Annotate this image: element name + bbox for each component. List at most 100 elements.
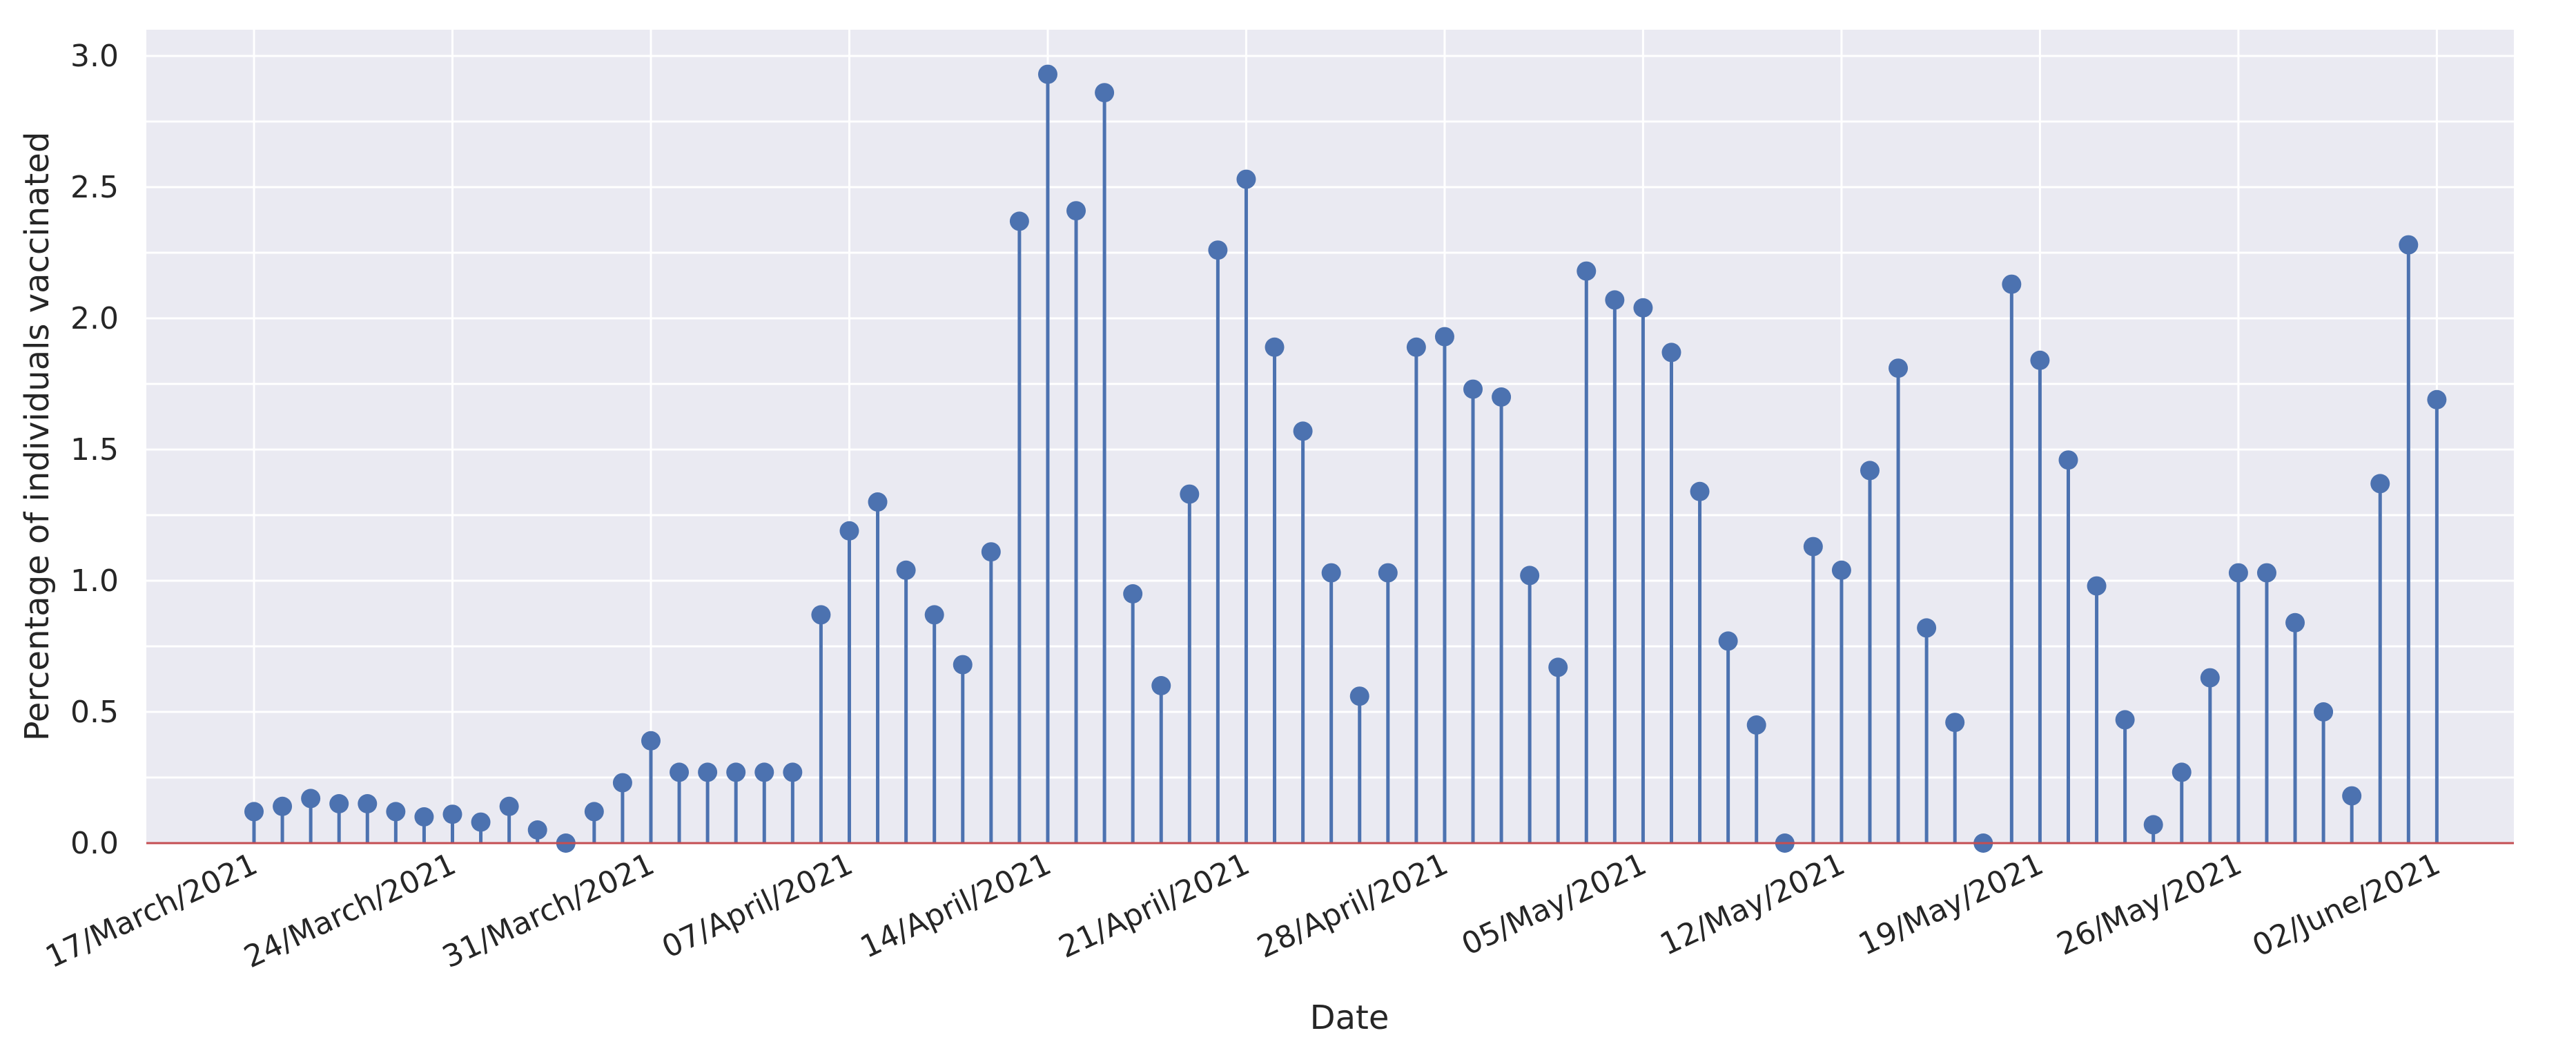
stem-marker xyxy=(2256,563,2276,583)
stem-marker xyxy=(1236,169,1256,189)
stem-marker xyxy=(1434,327,1454,347)
stem-marker xyxy=(698,762,718,782)
stem-marker xyxy=(2115,710,2135,730)
stem-marker xyxy=(924,605,944,625)
stem-marker xyxy=(1293,421,1313,441)
stem-marker xyxy=(301,789,321,809)
stem-marker xyxy=(1095,83,1115,103)
stem-marker xyxy=(641,731,661,751)
stem-marker xyxy=(1009,211,1029,231)
stem-marker xyxy=(2058,450,2078,470)
stem-marker xyxy=(981,542,1001,562)
stem-marker xyxy=(2200,668,2220,688)
x-axis-label: Date xyxy=(1310,998,1389,1037)
stem-marker xyxy=(1037,64,1057,84)
x-tick-label: 26/May/2021 xyxy=(2051,847,2247,963)
stem-marker xyxy=(1889,358,1909,378)
stem-marker xyxy=(1180,484,1200,504)
stem-marker xyxy=(1123,584,1143,604)
y-tick-label: 1.0 xyxy=(70,563,119,599)
stem-marker xyxy=(1208,240,1228,260)
stem-marker xyxy=(2427,389,2447,409)
stem-marker xyxy=(953,655,973,675)
stem-marker xyxy=(273,796,293,816)
x-tick-label: 31/March/2021 xyxy=(437,847,659,975)
stem-marker xyxy=(1463,379,1483,399)
y-axis-label: Percentage of individuals vaccinated xyxy=(18,132,57,742)
stem-marker xyxy=(726,762,746,782)
x-tick-labels: 17/March/202124/March/202131/March/20210… xyxy=(40,847,2446,975)
stem-marker xyxy=(329,794,349,813)
stem-marker xyxy=(499,796,519,816)
x-tick-label: 21/April/2021 xyxy=(1053,847,1255,965)
stem-marker xyxy=(1661,342,1681,363)
stem-marker xyxy=(839,521,859,541)
stem-marker xyxy=(612,773,632,793)
stem-marker xyxy=(244,802,264,822)
stem-marker xyxy=(1831,560,1851,580)
stem-marker xyxy=(1349,686,1369,706)
stem-marker xyxy=(670,762,690,782)
x-tick-label: 14/April/2021 xyxy=(855,847,1057,965)
stem-marker xyxy=(1633,298,1653,318)
stem-marker xyxy=(2143,815,2163,835)
stem-marker xyxy=(1718,631,1738,651)
x-tick-label: 19/May/2021 xyxy=(1853,847,2049,963)
stem-marker xyxy=(414,807,434,827)
stem-marker xyxy=(2342,786,2362,806)
stem-marker xyxy=(783,762,803,782)
stem-marker xyxy=(2087,576,2107,596)
stem-marker xyxy=(1917,618,1937,638)
stem-marker xyxy=(1378,563,1398,583)
stem-marker xyxy=(754,762,774,782)
stem-marker xyxy=(527,820,547,840)
stem-marker xyxy=(471,812,491,832)
x-tick-label: 17/March/2021 xyxy=(40,847,262,975)
x-tick-label: 07/April/2021 xyxy=(656,847,858,965)
y-tick-label: 0.0 xyxy=(70,826,119,861)
stem-marker xyxy=(1690,481,1710,501)
stem-marker xyxy=(1803,537,1823,557)
stem-marker xyxy=(1151,676,1171,695)
stem-marker xyxy=(2228,563,2248,583)
stem-marker xyxy=(442,804,462,824)
stem-marker xyxy=(2285,612,2305,633)
stem-marker xyxy=(868,492,888,512)
x-tick-label: 28/April/2021 xyxy=(1252,847,1454,965)
y-tick-label: 3.0 xyxy=(70,39,119,74)
stem-marker xyxy=(811,605,831,625)
y-tick-label: 2.0 xyxy=(70,301,119,336)
stem-marker xyxy=(1321,563,1341,583)
y-tick-label: 0.5 xyxy=(70,695,119,730)
stem-marker xyxy=(896,560,916,580)
stem-layer xyxy=(146,64,2514,853)
y-tick-label: 1.5 xyxy=(70,432,119,467)
x-tick-label: 02/June/2021 xyxy=(2247,847,2446,964)
stem-marker xyxy=(1945,713,1965,733)
x-tick-label: 05/May/2021 xyxy=(1456,847,1652,963)
y-tick-labels: 0.0 0.5 1.0 1.5 2.0 2.5 3.0 xyxy=(70,39,119,861)
stem-marker xyxy=(2314,702,2334,722)
y-tick-label: 2.5 xyxy=(70,170,119,205)
stem-marker xyxy=(2399,235,2419,255)
stem-marker xyxy=(2172,762,2192,782)
stem-marker xyxy=(1520,566,1540,586)
stem-marker xyxy=(2030,350,2050,370)
stem-marker xyxy=(1605,290,1625,310)
x-tick-label: 24/March/2021 xyxy=(239,847,461,975)
stem-marker xyxy=(1492,387,1512,407)
stem-marker xyxy=(1066,201,1086,221)
stem-marker xyxy=(386,802,406,822)
stem-marker xyxy=(1265,337,1285,357)
stem-marker xyxy=(2370,474,2390,494)
stem-marker xyxy=(358,794,378,813)
stem-marker xyxy=(1548,657,1568,677)
x-tick-label: 12/May/2021 xyxy=(1655,847,1850,963)
stem-marker xyxy=(2002,274,2022,294)
stem-marker xyxy=(1406,337,1426,357)
stem-marker xyxy=(1746,715,1766,735)
stem-marker xyxy=(1577,261,1597,281)
stem-marker xyxy=(1860,461,1880,481)
